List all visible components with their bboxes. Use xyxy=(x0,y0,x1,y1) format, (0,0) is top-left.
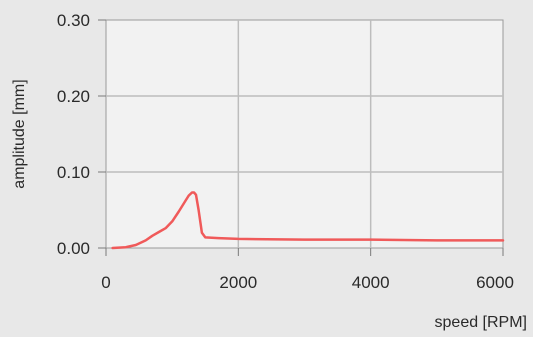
plot-area xyxy=(105,19,504,249)
x-axis-label: speed [RPM] xyxy=(435,314,527,331)
y-axis-ticks: 0.00 0.10 0.20 0.30 xyxy=(57,11,106,258)
x-tick-label: 6000 xyxy=(476,273,514,292)
x-tick-label: 4000 xyxy=(352,273,390,292)
y-tick-label: 0.10 xyxy=(57,163,90,182)
x-axis-ticks: 0 2000 4000 6000 xyxy=(101,248,514,292)
x-tick-label: 0 xyxy=(101,273,110,292)
grid xyxy=(106,20,503,248)
y-tick-label: 0.00 xyxy=(57,239,90,258)
y-tick-label: 0.20 xyxy=(57,87,90,106)
series xyxy=(111,191,505,250)
series-line xyxy=(111,191,505,250)
y-axis-label: amplitude [mm] xyxy=(11,79,28,188)
y-tick-label: 0.30 xyxy=(57,11,90,30)
x-tick-label: 2000 xyxy=(219,273,257,292)
